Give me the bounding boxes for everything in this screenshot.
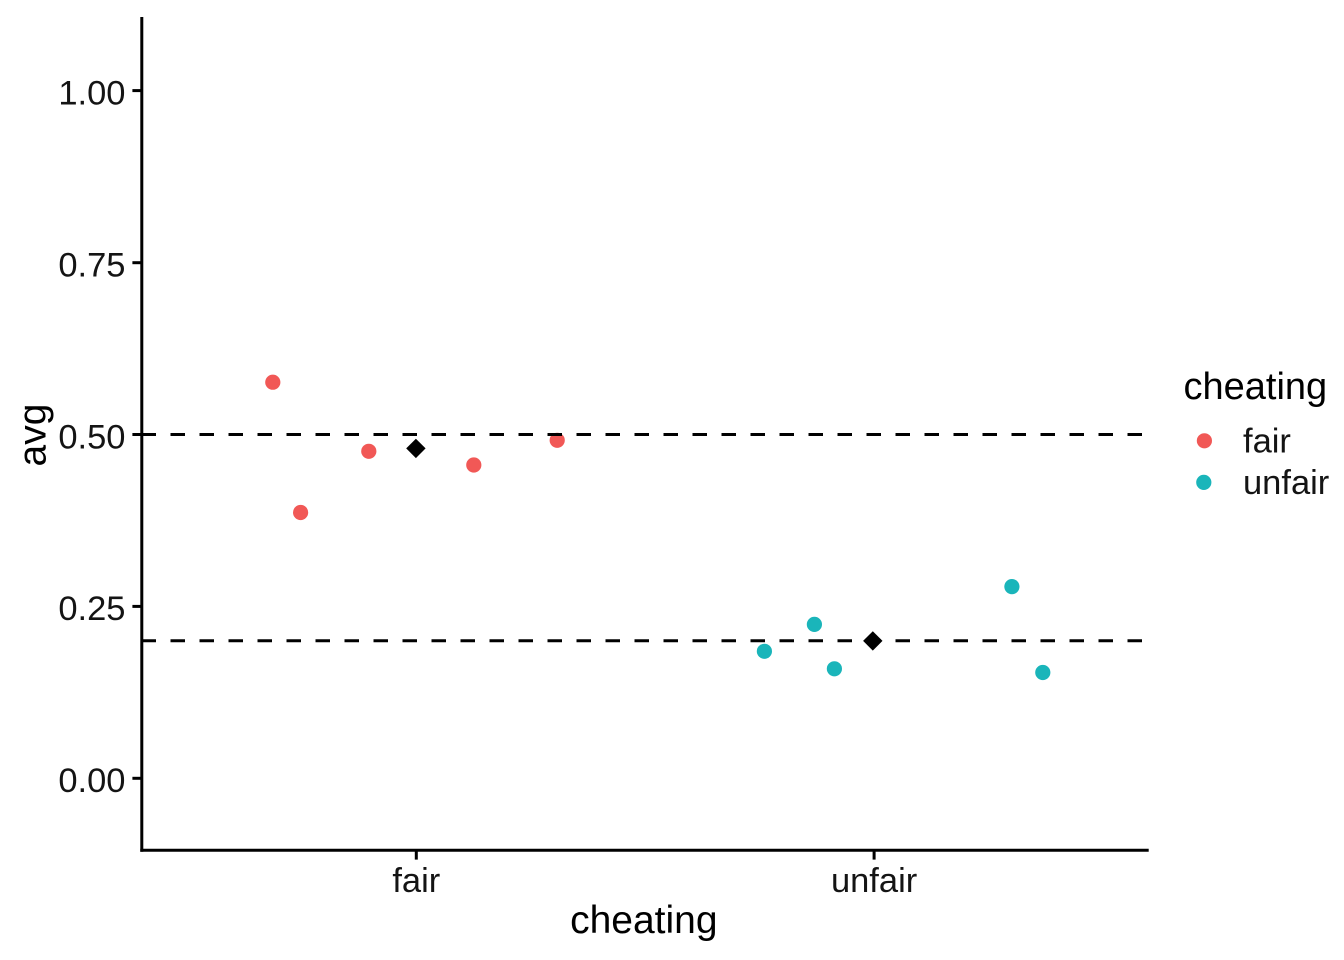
svg-text:cheating: cheating — [570, 899, 717, 942]
svg-text:0.75: 0.75 — [58, 247, 125, 285]
svg-text:1.00: 1.00 — [58, 74, 125, 112]
svg-text:0.50: 0.50 — [58, 418, 125, 456]
svg-text:0.00: 0.00 — [58, 762, 125, 800]
svg-text:fair: fair — [1243, 423, 1291, 461]
svg-text:unfair: unfair — [831, 862, 917, 900]
svg-text:unfair: unfair — [1243, 464, 1329, 502]
svg-text:0.25: 0.25 — [58, 590, 125, 628]
svg-text:cheating: cheating — [1184, 366, 1328, 408]
svg-text:avg: avg — [12, 404, 55, 467]
svg-text:fair: fair — [392, 862, 440, 900]
